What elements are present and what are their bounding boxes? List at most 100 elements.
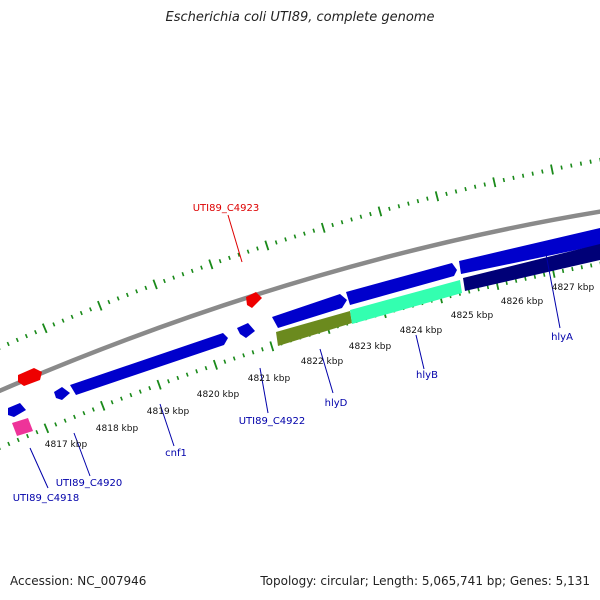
upper-track-minor-tick	[162, 278, 166, 284]
upper-track-major-tick	[97, 300, 103, 311]
upper-track-major-tick	[208, 259, 214, 270]
upper-track-minor-tick	[293, 234, 297, 239]
leader-line	[545, 253, 561, 329]
lower-track-minor-tick	[176, 375, 180, 381]
lower-track-minor-tick	[524, 276, 527, 281]
upper-track-minor-tick	[397, 204, 401, 209]
gene-label-UTI89_C4922[interactable]: UTI89_C4922	[239, 416, 306, 427]
accession-text: Accession: NC_007946	[10, 574, 147, 588]
lower-track-minor-tick	[561, 268, 565, 274]
upper-track-minor-tick	[454, 189, 458, 194]
lower-track-minor-tick	[120, 396, 123, 401]
gene-arrow-reverse[interactable]	[246, 292, 262, 308]
upper-track-minor-tick	[502, 177, 506, 183]
upper-track-minor-tick	[303, 231, 306, 236]
upper-track-minor-tick	[61, 318, 65, 323]
upper-track-minor-tick	[521, 173, 525, 178]
upper-track-minor-tick	[512, 175, 515, 180]
upper-track-minor-tick	[24, 333, 28, 339]
leader-line	[159, 403, 175, 447]
upper-track-minor-tick	[350, 217, 353, 222]
lower-track-minor-tick	[16, 437, 20, 443]
upper-track-minor-tick	[483, 182, 486, 187]
gene-label-hlyA[interactable]: hlyA	[551, 332, 573, 343]
upper-track-minor-tick	[190, 268, 194, 274]
lower-track-minor-tick	[148, 386, 152, 391]
leader-line	[415, 334, 425, 370]
gene-label-UTI89_C4918[interactable]: UTI89_C4918	[13, 493, 80, 504]
upper-track-minor-tick	[407, 201, 410, 206]
gene-label-UTI89_C4920[interactable]: UTI89_C4920	[56, 478, 123, 489]
gene-arrow-hlyA[interactable]	[463, 244, 600, 291]
upper-track-minor-tick	[79, 310, 83, 316]
upper-track-minor-tick	[135, 289, 139, 294]
upper-track-minor-tick	[312, 228, 316, 233]
scale-labels: 4817 kbp 4818 kbp 4819 kbp 4820 kbp 4821 kbp…	[45, 283, 595, 450]
lower-track-minor-tick	[167, 379, 170, 384]
upper-track-major-tick	[320, 222, 326, 233]
scale-label: 4826 kbp	[501, 297, 544, 307]
gene-labels: UTI89_C4923 UTI89_C4918 UTI89_C4920 cnf1…	[13, 203, 573, 504]
topology-summary: Topology: circular; Length: 5,065,741 bp…	[260, 574, 590, 588]
lower-track-minor-tick	[54, 422, 58, 427]
gene-arrow-hlyD[interactable]	[276, 311, 352, 346]
gene-arrow-forward[interactable]	[459, 228, 600, 274]
lower-track-minor-tick	[242, 353, 246, 358]
gene-arrow-forward[interactable]	[8, 403, 26, 417]
gene-arrow-forward[interactable]	[237, 323, 255, 338]
lower-track-minor-tick	[514, 278, 518, 283]
label-leader-lines	[29, 214, 561, 489]
upper-track-minor-tick	[473, 184, 477, 189]
upper-track-minor-tick	[284, 237, 287, 242]
lower-track-minor-tick	[580, 265, 583, 270]
gene-label-UTI89_C4923[interactable]: UTI89_C4923	[193, 203, 260, 214]
upper-track-minor-tick	[541, 169, 544, 174]
lower-track-minor-tick	[91, 407, 95, 412]
gene-arrow-forward[interactable]	[54, 387, 70, 400]
upper-track-minor-tick	[256, 246, 259, 251]
upper-track-minor-tick	[34, 329, 38, 335]
upper-track-minor-tick	[426, 196, 429, 201]
gene-arrow-cnf1[interactable]	[70, 333, 228, 395]
scale-label: 4818 kbp	[96, 424, 139, 434]
lower-track-minor-tick	[82, 410, 86, 416]
scale-label: 4824 kbp	[400, 326, 443, 336]
gene-label-cnf1[interactable]: cnf1	[165, 448, 187, 459]
upper-track-minor-tick	[416, 199, 420, 204]
gene-label-hlyD[interactable]: hlyD	[325, 398, 348, 409]
gene-arrow-hlyB[interactable]	[350, 280, 462, 324]
upper-track-minor-tick	[107, 299, 111, 305]
lower-track-major-tick	[269, 341, 275, 352]
lower-track-minor-tick	[543, 272, 546, 277]
scale-label: 4819 kbp	[147, 407, 190, 417]
upper-track-minor-tick	[237, 252, 241, 257]
gene-arrow-reverse[interactable]	[18, 368, 42, 386]
upper-track-minor-tick	[531, 171, 534, 176]
upper-track-minor-tick	[89, 307, 93, 312]
upper-track-major-tick	[264, 240, 270, 251]
lower-track-minor-tick	[129, 392, 133, 398]
gene-arrow-forward[interactable]	[346, 263, 457, 305]
upper-track-major-tick	[377, 206, 383, 217]
gene-label-hlyB[interactable]: hlyB	[416, 370, 438, 381]
upper-track-minor-tick	[246, 249, 250, 254]
lower-track-minor-tick	[571, 266, 574, 272]
scale-label: 4821 kbp	[248, 374, 291, 384]
gene-arrow-forward[interactable]	[272, 294, 347, 328]
upper-track-minor-tick	[200, 265, 203, 270]
lower-track-minor-tick	[204, 365, 208, 371]
genome-backbone	[0, 209, 600, 394]
scale-label: 4825 kbp	[451, 311, 494, 321]
lower-track-minor-tick	[590, 263, 593, 268]
gene-rna-feature[interactable]	[12, 418, 33, 436]
upper-track-minor-tick	[359, 214, 363, 219]
lower-track-minor-tick	[223, 359, 227, 364]
upper-track-major-tick	[492, 177, 497, 188]
leader-line	[227, 214, 243, 263]
upper-track-major-tick	[152, 279, 158, 290]
scale-label: 4817 kbp	[45, 440, 88, 450]
lower-track-major-tick	[43, 423, 50, 434]
lower-track-minor-tick	[7, 441, 11, 447]
scale-label: 4823 kbp	[349, 342, 392, 352]
